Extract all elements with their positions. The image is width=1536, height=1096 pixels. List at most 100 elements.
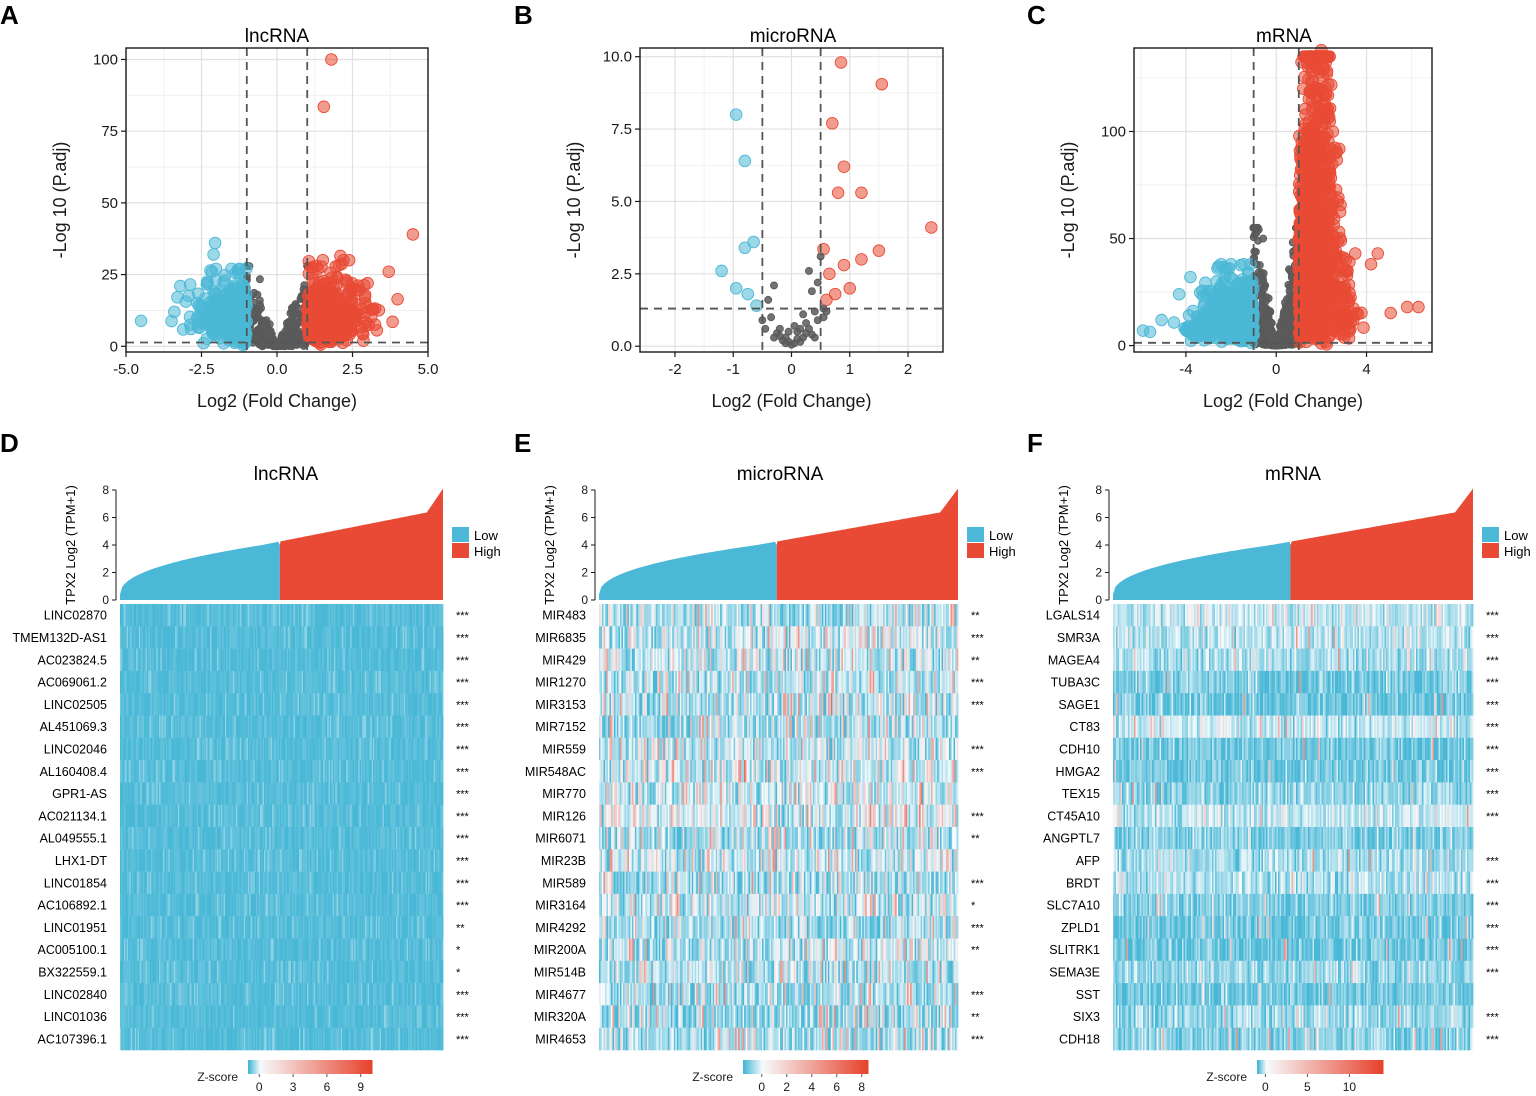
data-point [232,323,244,335]
data-point [283,320,290,327]
data-point [1285,304,1292,311]
data-point [358,335,370,347]
data-point [232,267,244,279]
data-point [826,117,838,129]
data-point [730,109,742,121]
data-point [814,279,821,286]
data-point [782,340,789,347]
y-tick-label: 2.5 [611,266,632,283]
data-point [175,280,187,292]
x-axis-label: Log2 (Fold Change) [711,391,871,411]
data-point [794,335,801,342]
data-point [310,260,322,272]
y-tick-label: 0.0 [611,338,632,355]
data-point [1168,317,1180,329]
data-point [256,276,263,283]
y-tick-label: 5.0 [611,193,632,210]
data-point [325,277,337,289]
data-point [208,249,220,261]
data-point [824,268,836,280]
y-axis-label: -Log 10 (P.adj) [50,142,70,259]
plot-title: lncRNA [245,26,310,47]
data-point [771,282,778,289]
data-point [239,305,251,317]
data-point [392,293,404,305]
points-group [716,57,937,349]
x-tick-label: -1 [727,361,740,378]
y-axis-label: -Log 10 (P.adj) [564,142,584,259]
data-point [1266,335,1273,342]
data-point [169,306,181,318]
data-point [1261,310,1268,317]
data-point [1286,266,1293,273]
data-point [765,296,772,303]
data-point [201,279,213,291]
x-tick-label: -2.5 [189,361,215,378]
x-tick-label: 0 [787,361,795,378]
data-point [1286,296,1293,303]
data-point [1286,287,1293,294]
data-point [326,54,338,66]
data-point [1260,277,1267,284]
data-point [286,343,293,350]
data-point [844,283,856,295]
data-point [1260,322,1267,329]
data-point [341,277,353,289]
x-axis-label: Log2 (Fold Change) [197,391,357,411]
data-point [808,288,815,295]
data-point [262,330,269,337]
data-point [805,267,812,274]
data-point [318,101,330,113]
data-point [1156,314,1168,326]
data-point [180,296,192,308]
data-point [742,288,754,300]
data-point [295,330,302,337]
data-point [339,311,351,323]
y-tick-label: 100 [93,51,118,68]
data-point [329,320,341,332]
panel-letter: A [0,0,19,30]
data-point [739,242,751,254]
points-group [1137,44,1424,350]
data-point [362,277,374,289]
x-tick-label: 2.5 [342,361,363,378]
data-point [811,334,818,341]
data-point [383,266,395,278]
data-point [1280,327,1287,334]
x-tick-label: 1 [846,361,854,378]
data-point [344,328,356,340]
data-point [873,245,885,257]
figure-canvas: AlncRNA-5.0 -2.5 0.0 2.5 5.00255075100Log2 (… [0,0,1536,1096]
plot-title: microRNA [750,26,837,47]
data-point [350,315,362,327]
data-point [314,314,326,326]
data-point [367,303,379,315]
data-point [835,57,847,69]
data-point [387,316,399,328]
data-point [335,250,347,262]
x-tick-label: -5.0 [113,361,139,378]
data-point [838,161,850,173]
data-point [768,314,775,321]
data-point [209,237,221,249]
data-point [832,187,844,199]
data-point [231,295,243,307]
data-point [1256,262,1263,269]
data-point [876,78,888,90]
data-point [209,318,221,330]
data-point [1260,270,1267,277]
data-point [219,295,231,307]
data-point [791,322,798,329]
y-tick-label: 0 [110,338,118,355]
data-point [716,265,728,277]
data-point [776,333,783,340]
data-point [191,297,203,309]
x-tick-label: -2 [668,361,681,378]
data-point [255,333,262,340]
data-point [838,259,850,271]
panel-letter: C [1027,0,1046,30]
y-tick-label: 10.0 [603,49,632,66]
data-point [856,187,868,199]
data-point [1260,235,1267,242]
data-point [751,300,763,312]
